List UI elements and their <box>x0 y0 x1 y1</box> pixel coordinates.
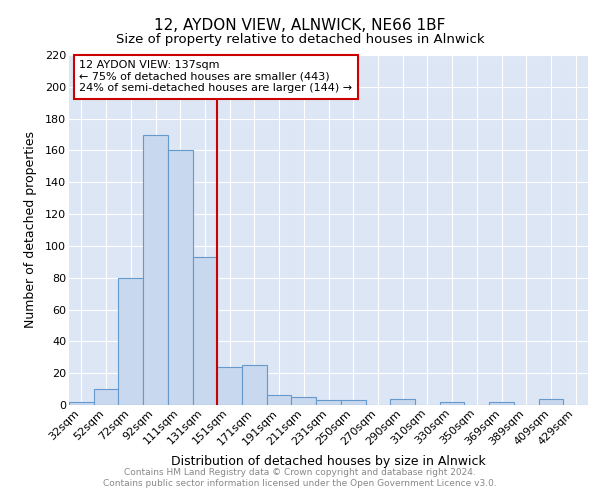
Bar <box>193 257 217 405</box>
Bar <box>118 278 143 405</box>
Bar <box>242 365 267 405</box>
Y-axis label: Number of detached properties: Number of detached properties <box>23 132 37 328</box>
Bar <box>316 400 341 405</box>
Bar <box>440 402 464 405</box>
Text: Contains HM Land Registry data © Crown copyright and database right 2024.
Contai: Contains HM Land Registry data © Crown c… <box>103 468 497 487</box>
Text: 12 AYDON VIEW: 137sqm
← 75% of detached houses are smaller (443)
24% of semi-det: 12 AYDON VIEW: 137sqm ← 75% of detached … <box>79 60 353 94</box>
Bar <box>489 402 514 405</box>
Bar <box>69 402 94 405</box>
Bar <box>539 398 563 405</box>
Text: 12, AYDON VIEW, ALNWICK, NE66 1BF: 12, AYDON VIEW, ALNWICK, NE66 1BF <box>154 18 446 32</box>
X-axis label: Distribution of detached houses by size in Alnwick: Distribution of detached houses by size … <box>171 455 486 468</box>
Text: Size of property relative to detached houses in Alnwick: Size of property relative to detached ho… <box>116 32 484 46</box>
Bar <box>292 397 316 405</box>
Bar <box>143 134 168 405</box>
Bar <box>94 389 118 405</box>
Bar <box>341 400 365 405</box>
Bar <box>267 396 292 405</box>
Bar <box>217 367 242 405</box>
Bar <box>390 398 415 405</box>
Bar <box>168 150 193 405</box>
